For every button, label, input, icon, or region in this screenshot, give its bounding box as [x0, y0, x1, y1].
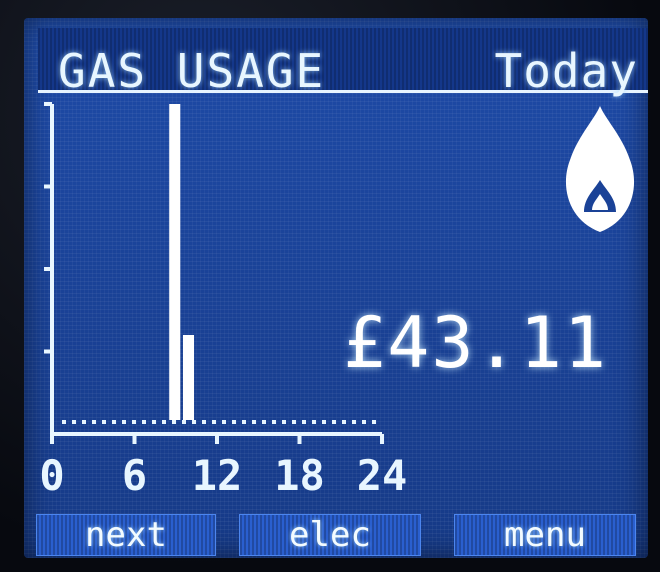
header-bar: GAS USAGE Today: [38, 28, 648, 98]
x-tick-label: 0: [39, 451, 64, 500]
x-tick-label: 18: [274, 451, 325, 500]
next-button[interactable]: next: [36, 514, 216, 556]
usage-chart: 0 6 12 18 24: [39, 102, 407, 500]
cost-value: £43.11: [343, 302, 608, 384]
softkey-bar: next elec menu: [34, 514, 636, 556]
x-tick-label: 24: [357, 451, 408, 500]
chart-axes: [44, 102, 382, 436]
x-tick-label: 12: [192, 451, 243, 500]
elec-button[interactable]: elec: [239, 514, 421, 556]
flame-icon: [565, 106, 635, 232]
x-tick-label: 6: [122, 451, 147, 500]
usage-bar: [182, 335, 195, 420]
display-screen: GAS USAGE Today 0 6 12 18 24 £43.11 next ele…: [24, 18, 648, 558]
chart-x-ticks: 0 6 12 18 24: [39, 434, 407, 500]
chart-bars: [169, 104, 195, 420]
period-label: Today: [494, 44, 638, 98]
page-title: GAS USAGE: [58, 44, 326, 98]
usage-bar: [169, 104, 181, 420]
menu-button[interactable]: menu: [454, 514, 636, 556]
